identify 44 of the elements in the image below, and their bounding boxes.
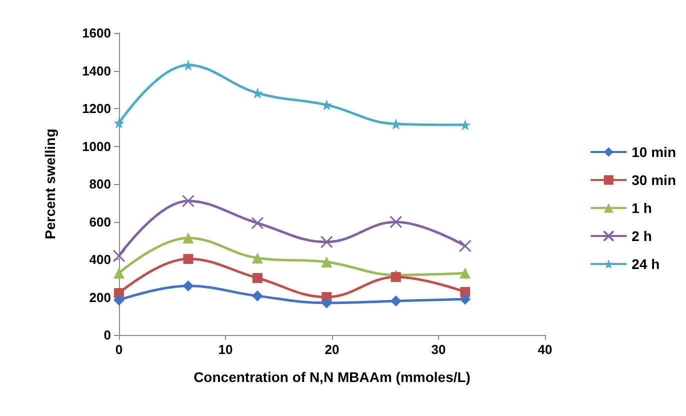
x-tick-label: 20 <box>324 342 340 357</box>
point <box>251 216 264 230</box>
point <box>460 268 471 279</box>
y-tick-label: 400 <box>89 252 111 267</box>
y-tick-label: 800 <box>89 176 111 192</box>
x-tick-label: 0 <box>115 342 123 357</box>
point <box>183 254 194 264</box>
y-tick-label: 200 <box>89 290 111 305</box>
y-axis-title: Percent swelling <box>42 128 58 240</box>
point <box>114 268 124 279</box>
point <box>252 252 263 264</box>
legend-label: 10 min <box>632 144 676 160</box>
y-tick-label: 1200 <box>82 101 111 116</box>
x-tick-label: 30 <box>431 342 446 357</box>
point <box>112 250 126 262</box>
point <box>252 290 263 302</box>
point <box>182 60 194 71</box>
point <box>252 272 262 283</box>
y-tick-label: 1400 <box>82 63 111 78</box>
point <box>182 194 194 208</box>
legend-label: 24 h <box>632 256 660 272</box>
point <box>390 272 401 282</box>
point <box>390 216 402 228</box>
y-tick-label: 1000 <box>82 138 111 154</box>
point <box>182 280 194 292</box>
x-axis-title: Concentration of N,N MBAAm (mmoles/L) <box>194 369 470 385</box>
y-tick-label: 600 <box>89 214 111 230</box>
y-tick-label: 1600 <box>82 26 111 40</box>
legend-label: 2 h <box>632 228 652 244</box>
point <box>458 240 472 252</box>
point <box>320 236 333 248</box>
legend-label: 1 h <box>632 200 652 216</box>
point <box>460 294 471 305</box>
point <box>460 119 471 130</box>
point <box>114 118 124 129</box>
point <box>321 256 332 268</box>
legend-label: 30 min <box>632 172 676 188</box>
point <box>182 232 194 244</box>
point <box>390 296 402 307</box>
point <box>321 297 332 308</box>
point <box>114 294 124 306</box>
x-tick-label: 10 <box>218 342 233 357</box>
x-tick-label: 40 <box>538 342 552 357</box>
y-tick-label: 0 <box>104 328 111 342</box>
